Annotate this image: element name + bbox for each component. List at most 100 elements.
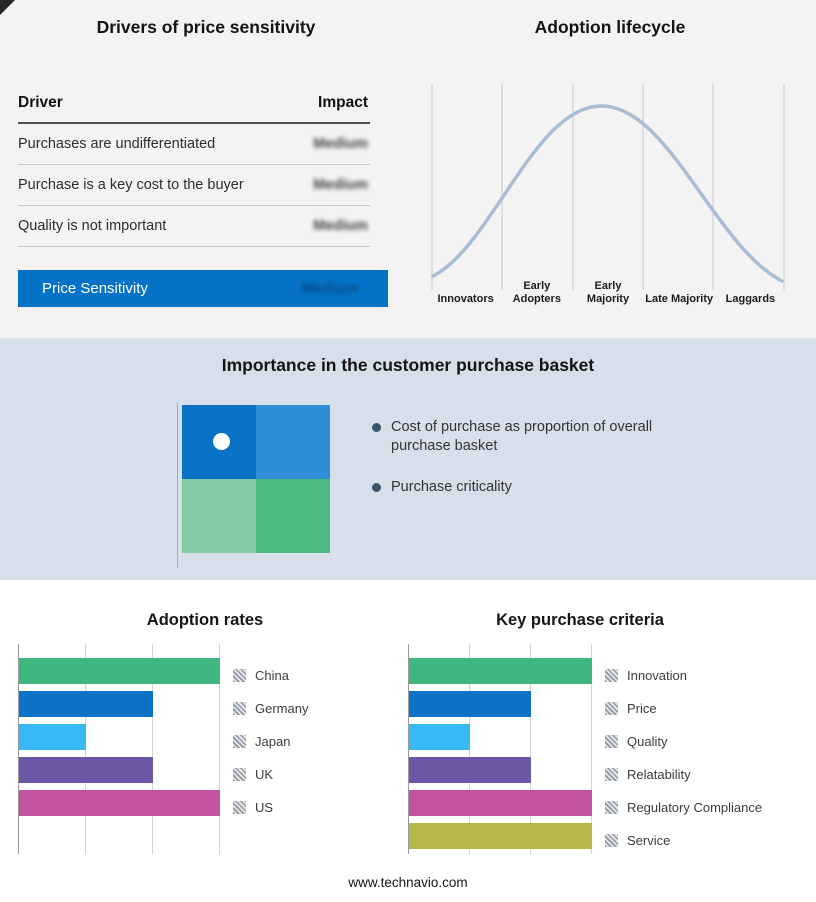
driver-row: Purchases are undifferentiated Medium — [18, 124, 370, 165]
bar-uk — [19, 757, 153, 783]
column-header-impact: Impact — [318, 94, 368, 111]
footer-url: www.technavio.com — [348, 875, 468, 890]
bar-germany — [19, 691, 153, 717]
legend-label: Germany — [255, 701, 309, 716]
legend-item: Germany — [233, 701, 308, 716]
price-sensitivity-table: Driver Impact Purchases are undifferenti… — [18, 88, 370, 247]
matrix-axis-line — [177, 402, 178, 568]
purchase-basket-matrix — [182, 405, 330, 553]
price-sensitivity-summary: Price Sensitivity Medium — [18, 270, 388, 307]
position-dot-icon — [213, 433, 230, 450]
adoption-rates-plot — [18, 644, 220, 854]
legend-item: UK — [233, 767, 308, 782]
legend-label: US — [255, 800, 274, 815]
gridline — [151, 644, 153, 854]
legend-item: China — [233, 668, 308, 683]
lifecycle-gridlines — [431, 84, 785, 290]
lifecycle-stage-label: Early Majority — [586, 280, 630, 306]
summary-impact-value: Medium — [301, 280, 358, 297]
lifecycle-stage-label: Laggards — [725, 293, 776, 306]
adoption-rates-legend: China Germany Japan UK US — [233, 644, 308, 815]
legend-label: Innovation — [627, 668, 687, 683]
matrix-quadrant-bottom-right — [256, 479, 330, 553]
legend-label: Quality — [627, 734, 668, 749]
legend-item: Innovation — [605, 668, 762, 683]
bar-service — [409, 823, 592, 849]
legend-label: Regulatory Compliance — [627, 800, 763, 815]
impact-value: Medium — [313, 177, 368, 193]
legend-item: Japan — [233, 734, 308, 749]
key-purchase-criteria-plot — [408, 644, 592, 854]
table-header: Driver Impact — [18, 88, 370, 124]
adoption-rates-row: China Germany Japan UK US — [18, 644, 398, 854]
adoption-lifecycle-title: Adoption lifecycle — [534, 17, 686, 37]
legend-item: Relatability — [605, 767, 762, 782]
legend-swatch — [605, 768, 618, 781]
legend-item: Service — [605, 833, 762, 848]
middle-band: Importance in the customer purchase bask… — [0, 338, 816, 580]
legend-label: China — [255, 668, 289, 683]
driver-label: Purchases are undifferentiated — [18, 136, 216, 152]
legend-swatch — [233, 768, 246, 781]
bar-relatability — [409, 757, 531, 783]
adoption-rates-chart: Adoption rates China Germany Japan UK US — [18, 610, 398, 854]
gridline — [219, 644, 220, 854]
legend-swatch — [233, 735, 246, 748]
lifecycle-stage-label: Early Adopters — [512, 280, 561, 306]
legend-swatch — [605, 702, 618, 715]
legend-swatch — [605, 735, 618, 748]
driver-row: Quality is not important Medium — [18, 206, 370, 247]
legend-item: US — [233, 800, 308, 815]
corner-fold-icon — [0, 0, 15, 15]
driver-table-body: Purchases are undifferentiated Medium Purc… — [18, 124, 370, 247]
legend-label: Price — [627, 701, 657, 716]
basket-bullets: Cost of purchase as proportion of overal… — [372, 418, 672, 519]
legend-swatch — [233, 669, 246, 682]
key-purchase-criteria-chart: Key purchase criteria Innovation Price Qua… — [408, 610, 812, 854]
key-purchase-criteria-row: Innovation Price Quality Relatability Regula… — [408, 644, 812, 854]
matrix-quadrant-top-right — [256, 405, 330, 479]
legend-swatch — [605, 801, 618, 814]
adoption-rates-title: Adoption rates — [146, 611, 264, 629]
driver-label: Quality is not important — [18, 218, 167, 234]
driver-label: Purchase is a key cost to the buyer — [18, 177, 244, 193]
legend-label: Japan — [255, 734, 291, 749]
impact-value: Medium — [313, 218, 368, 234]
bar-innovation — [409, 658, 592, 684]
gridline — [530, 644, 531, 854]
bar-price — [409, 691, 531, 717]
bullet-icon — [372, 483, 381, 493]
legend-swatch — [605, 834, 618, 847]
column-header-driver: Driver — [18, 94, 63, 111]
legend-label: Service — [627, 833, 671, 848]
legend-label: UK — [255, 767, 274, 782]
lifecycle-stage-label: Late Majority — [645, 293, 714, 306]
bullet-text: Cost of purchase as proportion of overal… — [391, 419, 653, 455]
legend-item: Quality — [605, 734, 762, 749]
price-sensitivity-title: Drivers of price sensitivity — [96, 17, 316, 37]
adoption-lifecycle-chart: Innovators Early Adopters Early Majority La… — [430, 84, 786, 314]
lifecycle-curve-path — [431, 104, 784, 283]
top-section: Drivers of price sensitivity Adoption li… — [0, 0, 816, 338]
purchase-basket-title: Importance in the customer purchase bask… — [221, 355, 595, 375]
lifecycle-curve — [431, 84, 785, 290]
legend-swatch — [233, 801, 246, 814]
matrix-quadrant-top-left — [182, 405, 256, 479]
legend-item: Price — [605, 701, 762, 716]
legend-label: Relatability — [627, 767, 691, 782]
bottom-section: Adoption rates China Germany Japan UK US Key… — [0, 580, 816, 902]
lifecycle-stage-label: Innovators — [437, 293, 494, 306]
summary-label: Price Sensitivity — [42, 280, 148, 297]
key-purchase-criteria-title: Key purchase criteria — [496, 611, 664, 629]
matrix-quadrant-bottom-left — [182, 479, 256, 553]
bullet-text: Purchase criticality — [391, 479, 512, 496]
bullet-item: Purchase criticality — [372, 478, 672, 497]
bar-japan — [19, 724, 86, 750]
legend-swatch — [233, 702, 246, 715]
key-purchase-criteria-legend: Innovation Price Quality Relatability Regula… — [605, 644, 762, 848]
driver-row: Purchase is a key cost to the buyer Mediu… — [18, 165, 370, 206]
lifecycle-stages: Innovators Early Adopters Early Majority La… — [430, 274, 786, 306]
gridline — [591, 644, 592, 854]
bullet-icon — [372, 423, 381, 432]
